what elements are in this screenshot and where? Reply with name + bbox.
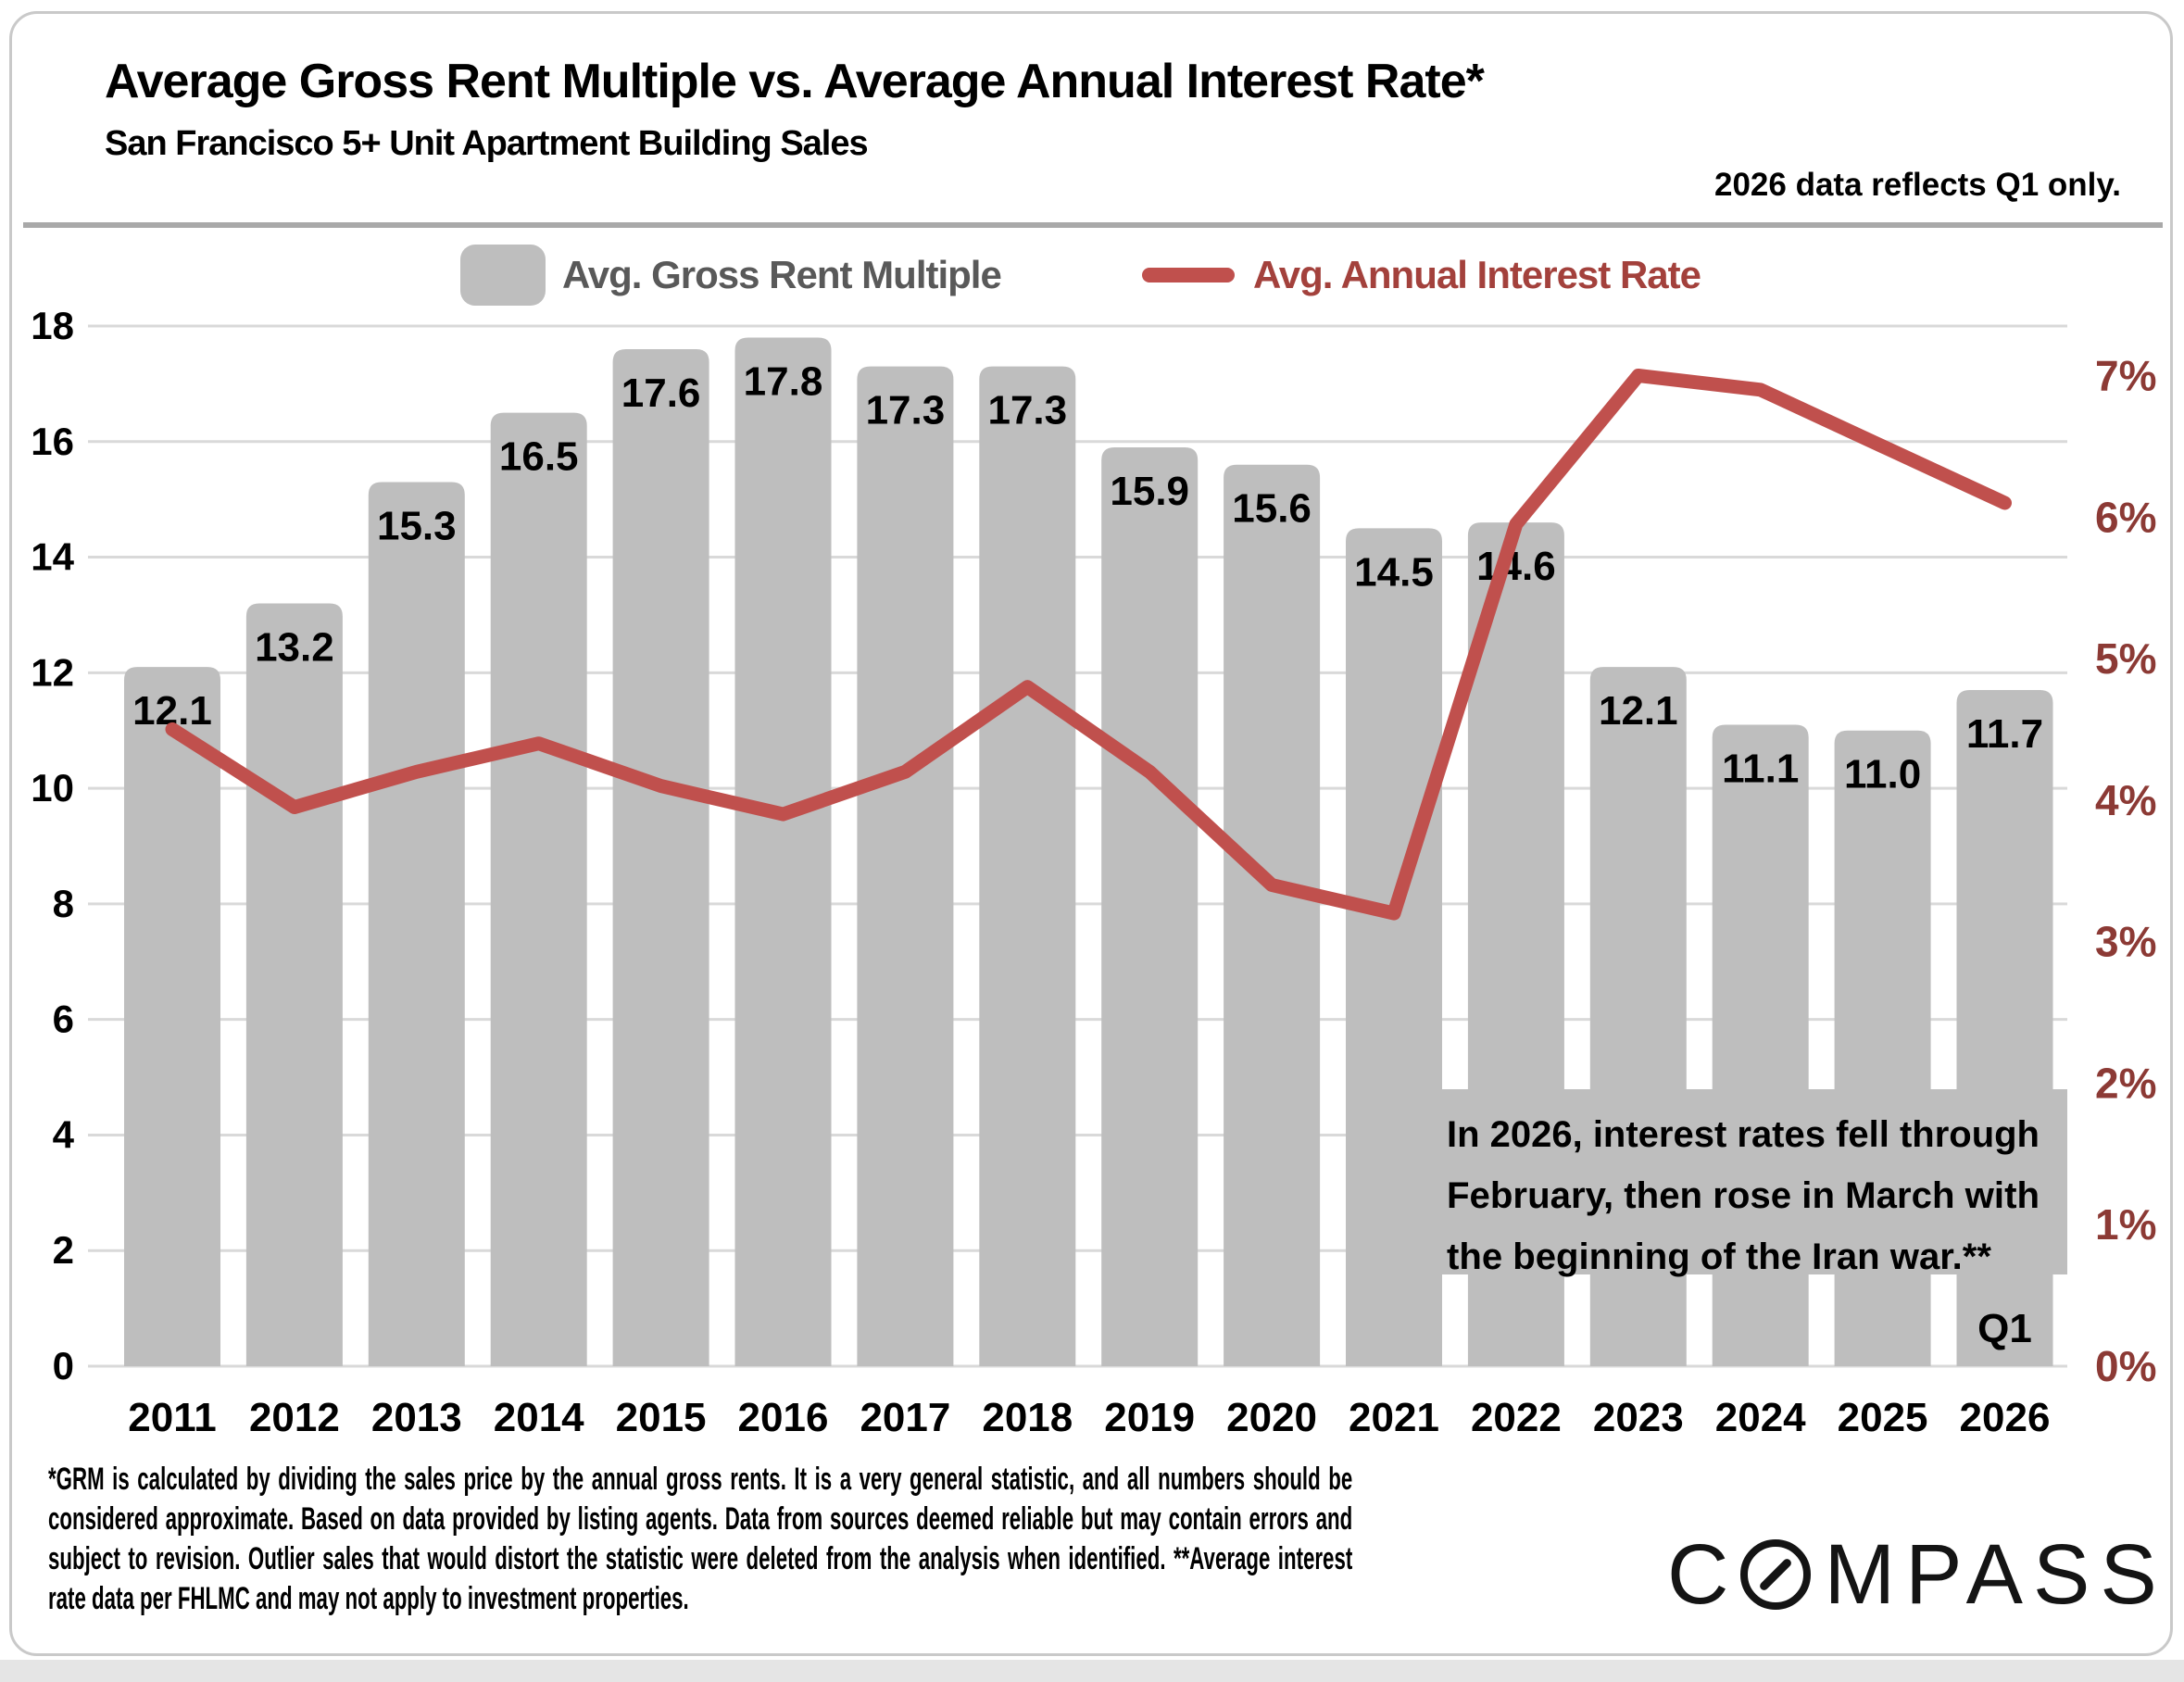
left-axis-tick: 14 [31, 535, 74, 579]
year-label: 2012 [249, 1395, 340, 1440]
bar-value-label: 12.1 [1599, 688, 1678, 734]
year-label: 2016 [738, 1395, 829, 1440]
legend-item-interest-rate: Avg. Annual Interest Rate [1142, 243, 1701, 308]
grm-bar [612, 348, 709, 1366]
line-swatch-icon [1142, 268, 1235, 282]
year-label: 2015 [616, 1395, 707, 1440]
grm-bar [1346, 528, 1442, 1366]
left-axis-tick: 10 [31, 766, 74, 810]
bar-value-label: 15.3 [377, 503, 457, 548]
grm-bar [1224, 464, 1321, 1366]
left-axis-tick: 4 [53, 1112, 75, 1156]
grm-bar [368, 482, 465, 1366]
bar-value-label: 16.5 [499, 434, 579, 480]
annotation-text-line: February, then rose in March with [1447, 1175, 2040, 1216]
year-label: 2024 [1715, 1395, 1806, 1440]
compass-needle-icon [1758, 1557, 1794, 1592]
year-label: 2020 [1226, 1395, 1317, 1440]
legend-rate-label: Avg. Annual Interest Rate [1253, 253, 1701, 296]
right-axis-tick: 2% [2095, 1059, 2156, 1107]
year-label: 2017 [860, 1395, 950, 1440]
year-label: 2013 [371, 1395, 462, 1440]
header-divider [23, 222, 2163, 228]
compass-logo-letters-mpass: MPASS [1824, 1527, 2167, 1622]
grm-bar [734, 337, 832, 1366]
year-label: 2011 [128, 1395, 216, 1440]
left-axis-tick: 12 [31, 650, 74, 694]
bottom-page-edge-strip [0, 1660, 2184, 1682]
right-axis-tick: 5% [2095, 634, 2156, 683]
compass-o-icon [1740, 1539, 1812, 1610]
left-axis-tick: 6 [53, 998, 74, 1041]
bar-value-label: 11.1 [1722, 746, 1799, 791]
footnote: *GRM is calculated by dividing the sales… [48, 1462, 1353, 1616]
left-axis-tick: 16 [31, 420, 74, 463]
annotation: In 2026, interest rates fell through Febr… [1419, 1089, 2067, 1277]
legend-item-gross-rent-multiple: Avg. Gross Rent Multiple [460, 243, 1002, 308]
grm-bar [490, 412, 587, 1366]
page-title: Average Gross Rent Multiple vs. Average … [105, 55, 1485, 108]
year-label: 2023 [1593, 1395, 1684, 1440]
year-label: 2018 [982, 1395, 1073, 1440]
right-axis-labels: 0% 1% 2% 3% 4% 5% 6% 7% [2095, 351, 2156, 1390]
page-subtitle: San Francisco 5+ Unit Apartment Building… [105, 124, 869, 163]
bar-value-labels: 12.1 13.2 15.3 16.5 17.6 17.8 17.3 17.3 15.9 15.6… [132, 358, 2043, 797]
grm-bar [245, 603, 343, 1366]
legend-grm-label: Avg. Gross Rent Multiple [562, 253, 1002, 296]
annotation-box [1419, 1089, 2067, 1274]
right-axis-tick: 1% [2095, 1200, 2156, 1249]
bar-value-label: 11.7 [1966, 711, 2043, 757]
bar-value-label: 14.6 [1476, 544, 1556, 589]
bar-value-label: 14.5 [1354, 549, 1434, 595]
q1-data-note: 2026 data reflects Q1 only. [1713, 167, 2121, 203]
bar-value-label: 17.3 [987, 388, 1067, 433]
grm-bar [857, 366, 954, 1366]
bar-value-label: 11.0 [1844, 752, 1921, 797]
year-label: 2021 [1349, 1395, 1439, 1440]
grm-bars [124, 337, 2053, 1366]
x-axis-labels: 2011 2012 2013 2014 2015 2016 2017 2018 2019 2020… [128, 1395, 2050, 1440]
right-axis-tick: 7% [2095, 351, 2156, 399]
bar-value-label: 17.6 [621, 370, 701, 416]
annotation-text-line: In 2026, interest rates fell through [1447, 1114, 2040, 1155]
year-label: 2019 [1104, 1395, 1195, 1440]
left-axis-tick: 18 [31, 304, 74, 347]
bar-value-label: 13.2 [255, 624, 334, 670]
year-label: 2014 [494, 1395, 584, 1440]
right-axis-tick: 3% [2095, 918, 2156, 966]
annotation-text-line: the beginning of the Iran war.** [1447, 1236, 1991, 1277]
left-axis-labels: 0 2 4 6 8 10 12 14 16 18 [31, 304, 74, 1387]
right-axis-tick: 4% [2095, 776, 2156, 824]
bar-value-label: 17.3 [866, 388, 946, 433]
bar-swatch-icon [460, 245, 546, 306]
bar-value-label: 15.9 [1110, 469, 1189, 514]
left-axis-tick: 0 [53, 1344, 74, 1387]
compass-logo-letter-c: C [1667, 1527, 1739, 1622]
grm-bar [124, 667, 220, 1366]
year-label: 2025 [1838, 1395, 1928, 1440]
left-axis-tick: 2 [53, 1228, 74, 1272]
left-axis-tick: 8 [53, 882, 74, 925]
bar-value-label: 15.6 [1232, 486, 1312, 532]
year-label: 2022 [1471, 1395, 1562, 1440]
bar-value-label: 17.8 [744, 358, 823, 404]
right-axis-tick: 0% [2095, 1342, 2156, 1390]
grm-bar [979, 366, 1076, 1366]
compass-logo: C MPASS [1667, 1526, 2167, 1623]
chart-legend: Avg. Gross Rent Multiple Avg. Annual Int… [0, 243, 2184, 317]
year-label: 2026 [1960, 1395, 2051, 1440]
grm-bar [1101, 447, 1199, 1366]
interest-rate-line [165, 369, 2012, 921]
q1-bar-tag: Q1 [1977, 1306, 2032, 1351]
right-axis-tick: 6% [2095, 493, 2156, 541]
